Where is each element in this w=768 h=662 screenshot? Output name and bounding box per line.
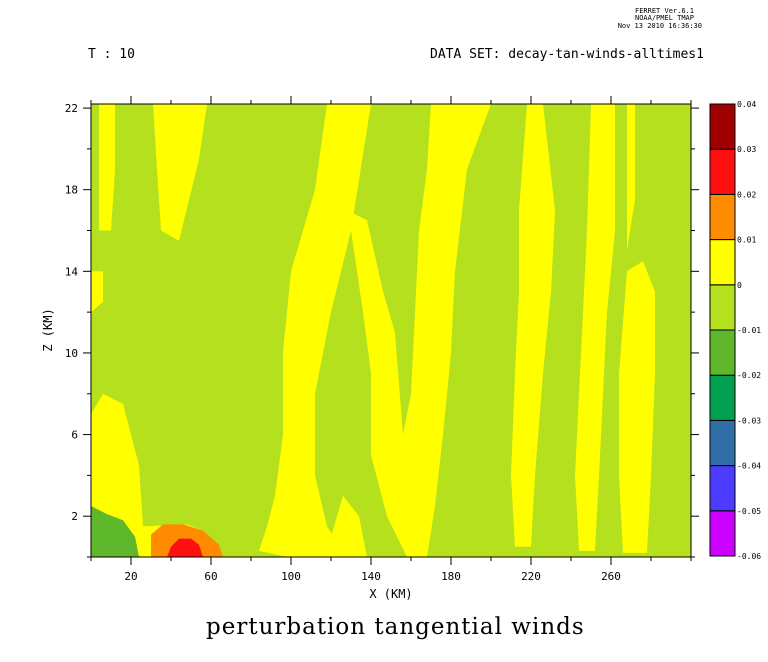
colorbar-label: -0.01 (737, 326, 761, 335)
y-tick-label: 18 (65, 184, 78, 197)
plot-frame (90, 103, 692, 558)
colorbar-label: 0.03 (737, 145, 756, 154)
ferret-version: FERRET Ver.6.1 (634, 7, 694, 15)
colorbar-label: 0.04 (737, 100, 756, 109)
contour-region-6 (327, 104, 491, 557)
contour-region-9 (575, 104, 615, 551)
x-axis-label: X (KM) (369, 587, 412, 601)
colorbar-swatch (709, 374, 736, 421)
contour-region-7 (331, 495, 367, 557)
colorbar-swatch (709, 103, 736, 150)
y-axis-label: Z (KM) (41, 308, 55, 351)
x-tick-label: 220 (521, 570, 541, 583)
x-tick-label: 180 (441, 570, 461, 583)
contour-region-4 (91, 271, 103, 313)
colorbar-label: 0 (737, 281, 742, 290)
contour-region-2 (153, 104, 207, 241)
contour-region-11 (619, 261, 655, 553)
colorbar-swatch (709, 148, 736, 195)
dataset-label: DATA SET: decay-tan-winds-alltimes1 (430, 47, 704, 62)
y-tick-label: 22 (65, 102, 78, 115)
contour-plot: 20 60 100 140 180 220 260 2 6 10 14 18 22 X (KM) Z … (41, 96, 761, 601)
x-tick-label: 140 (361, 570, 381, 583)
colorbar-swatch (709, 193, 736, 241)
colorbar-swatch (709, 510, 736, 557)
ferret-timestamp: Nov 13 2010 16:36:30 (617, 22, 702, 30)
contour-region-8 (511, 104, 555, 547)
ferret-org: NOAA/PMEL TMAP (634, 14, 694, 22)
contour-region-13 (103, 538, 131, 557)
time-label: T : 10 (88, 47, 135, 62)
colorbar-swatch (709, 329, 736, 376)
colorbar-swatch (709, 239, 736, 286)
x-tick-label: 260 (601, 570, 621, 583)
y-tick-label: 6 (71, 429, 78, 442)
colorbar-label: -0.05 (737, 507, 761, 516)
x-tick-label: 60 (204, 570, 217, 583)
x-tick-label: 100 (281, 570, 301, 583)
y-tick-label: 14 (65, 265, 79, 278)
y-tick-label: 10 (65, 347, 78, 360)
x-tick-label: 20 (124, 570, 137, 583)
contour-region-5 (91, 393, 211, 557)
colorbar-swatch (709, 419, 736, 467)
colorbar-swatch (709, 284, 736, 331)
colorbar-label: -0.06 (737, 552, 761, 561)
contour-region-15 (167, 538, 203, 557)
plot-caption: perturbation tangential winds (206, 614, 585, 640)
contour-region-1 (99, 104, 115, 231)
contour-region-12 (91, 506, 139, 557)
colorbar-label: 0.01 (737, 236, 756, 245)
colorbar-label: -0.03 (737, 416, 761, 425)
y-tick-label: 2 (71, 510, 78, 523)
colorbar-label: -0.04 (737, 462, 761, 471)
colorbar-swatch (709, 465, 736, 512)
colorbar-label: 0.02 (737, 190, 756, 199)
colorbar-label: -0.02 (737, 371, 761, 380)
contour-region-10 (627, 104, 635, 251)
